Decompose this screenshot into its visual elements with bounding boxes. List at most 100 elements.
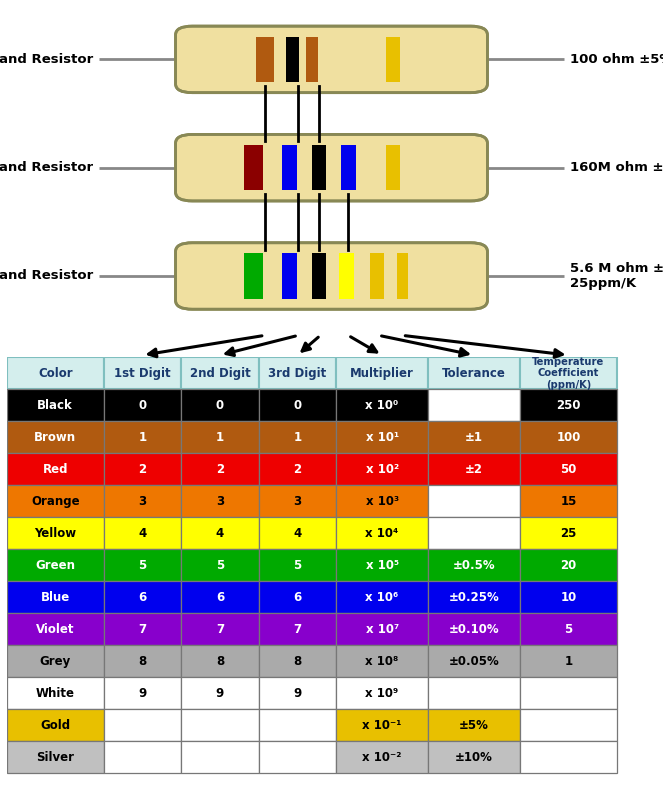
Bar [520,677,617,709]
Text: Grey: Grey [40,655,71,668]
Text: 2: 2 [216,463,224,476]
Text: x 10⁷: x 10⁷ [365,622,398,636]
Bar [104,581,181,613]
Bar [245,253,263,299]
Text: x 10⁴: x 10⁴ [365,526,398,540]
Text: 8: 8 [216,655,224,668]
Bar [336,517,428,549]
Text: ±1: ±1 [465,431,483,444]
Bar [7,517,104,549]
Bar [259,357,336,389]
Bar [7,581,104,613]
Text: ±2: ±2 [465,463,483,476]
Text: 4: 4 [139,526,147,540]
Text: x 10⁸: x 10⁸ [365,655,398,668]
Text: Green: Green [35,559,75,572]
Text: 2: 2 [139,463,147,476]
Text: 6: 6 [293,591,302,603]
Bar [428,709,520,742]
Bar [7,677,104,709]
Bar [336,357,428,389]
Text: x 10⁶: x 10⁶ [365,591,398,603]
Bar [104,453,181,485]
Bar [256,37,274,82]
Bar [428,485,520,517]
Bar [181,613,259,646]
Bar [306,37,318,82]
Bar [7,453,104,485]
Text: Tolerance: Tolerance [442,367,506,380]
Text: 2nd Digit: 2nd Digit [190,367,251,380]
Text: 5: 5 [216,559,224,572]
Text: 6-Band Resistor: 6-Band Resistor [0,269,93,283]
Text: Brown: Brown [34,431,76,444]
Bar [312,145,326,191]
Bar [104,709,181,742]
Bar [520,581,617,613]
Text: 5-Band Resistor: 5-Band Resistor [0,161,93,174]
Text: 100: 100 [556,431,581,444]
Text: 4: 4 [216,526,224,540]
FancyBboxPatch shape [176,26,487,93]
Text: x 10⁰: x 10⁰ [365,399,398,412]
Text: Silver: Silver [36,751,74,764]
Bar [428,581,520,613]
Text: Violet: Violet [36,622,74,636]
Bar [520,517,617,549]
Bar [181,517,259,549]
Text: 20: 20 [560,559,577,572]
Text: 4-Band Resistor: 4-Band Resistor [0,53,93,66]
Text: ±0.5%: ±0.5% [453,559,495,572]
Bar [386,145,400,191]
Bar [259,389,336,422]
Text: ±0.25%: ±0.25% [449,591,499,603]
Text: 5: 5 [564,622,573,636]
Bar [7,646,104,677]
Bar [181,389,259,422]
Text: Multiplier: Multiplier [350,367,414,380]
Bar [339,253,355,299]
Bar [181,646,259,677]
Bar [259,709,336,742]
Bar [282,253,298,299]
Bar [520,646,617,677]
Text: 7: 7 [139,622,147,636]
Bar [520,357,617,389]
Bar [428,646,520,677]
Text: 1: 1 [139,431,147,444]
Text: 5: 5 [139,559,147,572]
Bar [336,581,428,613]
Text: x 10⁵: x 10⁵ [365,559,398,572]
Text: ±0.05%: ±0.05% [449,655,499,668]
Text: 10: 10 [560,591,577,603]
Bar [428,742,520,773]
Text: 1: 1 [564,655,573,668]
Text: Yellow: Yellow [34,526,76,540]
Text: 3: 3 [139,495,147,508]
Bar [104,677,181,709]
Bar [104,357,181,389]
Bar [181,453,259,485]
Bar [286,37,300,82]
Bar [104,422,181,453]
Bar [282,145,298,191]
Text: x 10²: x 10² [365,463,398,476]
Bar [428,389,520,422]
Bar [104,549,181,581]
Text: 6: 6 [216,591,224,603]
Bar [259,517,336,549]
Bar [7,709,104,742]
Text: 9: 9 [139,687,147,700]
Bar [104,742,181,773]
Text: Gold: Gold [40,719,70,732]
Bar [104,517,181,549]
Bar [181,549,259,581]
Bar [104,389,181,422]
Bar [7,549,104,581]
Bar [428,549,520,581]
Bar [336,422,428,453]
Bar [336,549,428,581]
Bar [428,422,520,453]
Text: 0: 0 [139,399,147,412]
Bar [181,742,259,773]
